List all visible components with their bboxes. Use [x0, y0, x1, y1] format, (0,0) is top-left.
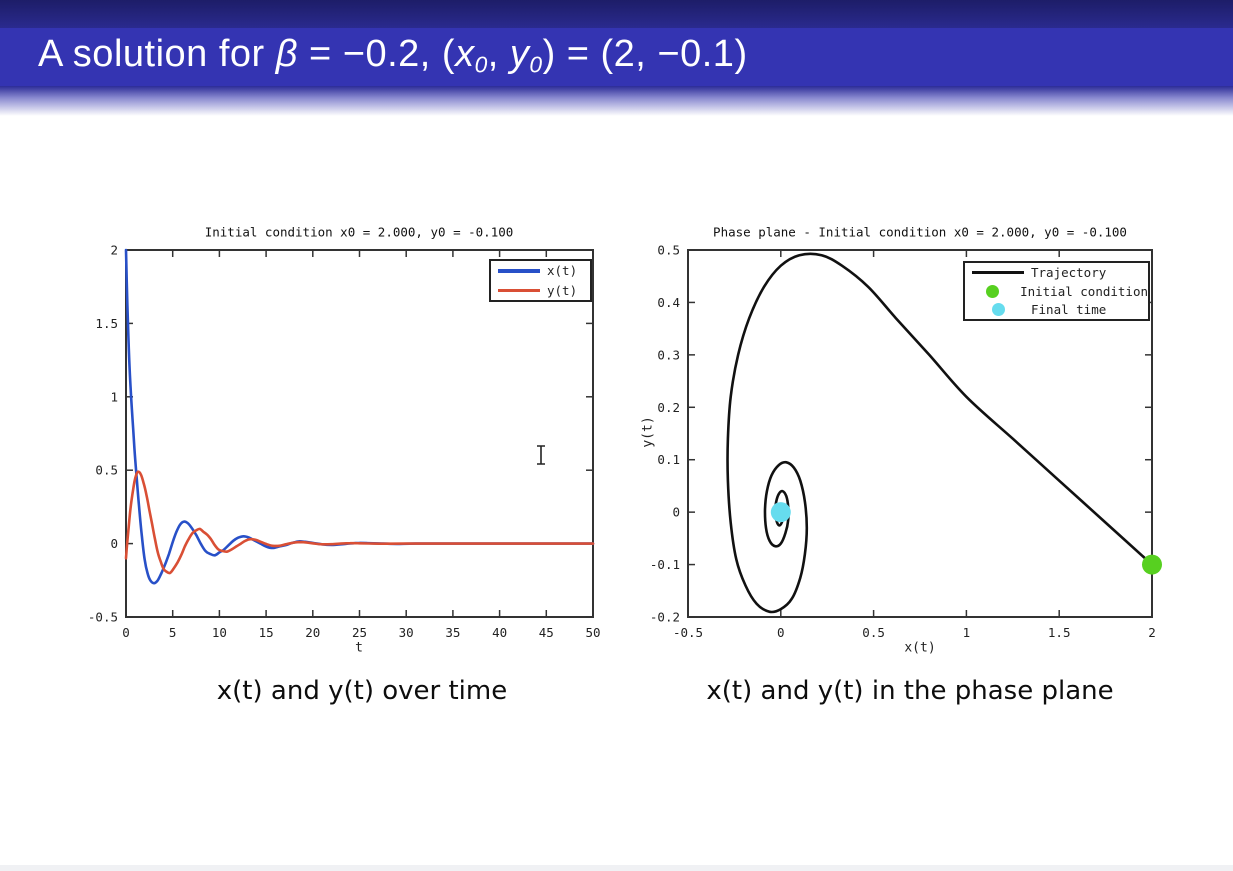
x-tick-label: 0.5: [862, 625, 885, 640]
legend-entry: Final time: [965, 300, 1148, 319]
y-tick-label: -0.2: [650, 610, 680, 625]
slide-title-part: 0: [529, 51, 543, 78]
legend-label: x(t): [547, 263, 578, 279]
x-tick-label: 15: [259, 625, 274, 640]
legend-entry: Trajectory: [965, 263, 1148, 282]
y-tick-label: 0.3: [657, 347, 680, 362]
y-tick-label: 0.5: [657, 243, 680, 258]
y-tick-label: 0.1: [657, 452, 680, 467]
marker-Final time: [770, 502, 791, 523]
slide-title-part: ) = (2, −0.1): [542, 33, 748, 75]
series-Trajectory: [726, 252, 1154, 614]
legend-dot-icon: [972, 284, 1013, 298]
y-tick-label: 0: [672, 505, 680, 520]
x-tick-label: 0: [777, 625, 785, 640]
right-figure-caption: x(t) and y(t) in the phase plane: [706, 676, 1114, 706]
left-plot-legend: x(t) y(t): [489, 259, 592, 302]
legend-label: y(t): [547, 282, 578, 298]
slide-header: [0, 0, 1233, 116]
y-tick-label: 0.2: [657, 400, 680, 415]
left-figure-caption: x(t) and y(t) over time: [216, 676, 508, 706]
bottom-divider: [0, 865, 1233, 871]
x-tick-label: 50: [585, 625, 600, 640]
x-tick-label: 10: [212, 625, 227, 640]
y-tick-label: 2: [110, 243, 118, 258]
x-tick-label: 30: [399, 625, 414, 640]
slide-title-part: y: [509, 33, 530, 75]
x-tick-label: -0.5: [673, 625, 703, 640]
y-tick-label: 0.4: [657, 295, 680, 310]
legend-line-icon: [498, 288, 540, 292]
y-tick-label: -0.5: [88, 610, 118, 625]
plot-box-0: [125, 249, 594, 618]
series-y(t): [124, 470, 595, 575]
slide-title-part: = −0.2, (: [297, 33, 456, 75]
x-tick-label: 35: [445, 625, 460, 640]
legend-dot-icon: [972, 303, 1024, 317]
legend-entry: Initial condition: [965, 282, 1148, 301]
header-top-band: [0, 0, 1233, 28]
legend-line-icon: [498, 269, 540, 273]
x-tick-label: 25: [352, 625, 367, 640]
y-tick-label: 1.5: [95, 316, 118, 331]
slide-title-part: ,: [487, 33, 510, 75]
slide-title-part: β: [275, 33, 298, 75]
right-plot-legend: Trajectory Initial condition Final time: [963, 261, 1150, 321]
legend-line-icon: [972, 270, 1024, 275]
slide-title-part: x: [455, 33, 475, 75]
legend-entry: x(t): [491, 261, 590, 281]
x-tick-label: 0: [122, 625, 130, 640]
y-tick-label: -0.1: [650, 557, 680, 572]
legend-label: Initial condition: [1020, 283, 1148, 299]
y-tick-label: 0: [110, 536, 118, 551]
x-tick-label: 2: [1148, 625, 1156, 640]
header-main-band: [0, 28, 1233, 86]
x-tick-label: 1: [963, 625, 971, 640]
x-tick-label: 20: [305, 625, 320, 640]
legend-entry: y(t): [491, 281, 590, 301]
legend-label: Final time: [1031, 302, 1107, 318]
y-tick-label: 0.5: [95, 463, 118, 478]
right-plot-title: Phase plane - Initial condition x0 = 2.0…: [713, 224, 1127, 240]
left-plot-title: Initial condition x0 = 2.000, y0 = -0.10…: [204, 224, 514, 240]
marker-Initial condition: [1142, 554, 1162, 575]
x-tick-label: 40: [492, 625, 507, 640]
slide-title-part: 0: [474, 51, 488, 78]
text-cursor-i-beam: [537, 445, 545, 465]
right-plot-xlabel: x(t): [904, 640, 936, 656]
x-tick-label: 1.5: [1048, 625, 1071, 640]
left-plot-xlabel: t: [355, 640, 363, 656]
x-tick-label: 5: [169, 625, 177, 640]
slide-title-part: A solution for: [38, 33, 276, 75]
header-fade-band: [0, 86, 1233, 116]
x-tick-label: 45: [539, 625, 554, 640]
y-tick-label: 1: [110, 389, 118, 404]
legend-label: Trajectory: [1031, 264, 1107, 280]
slide-title: A solution for β = −0.2, (x0, y0) = (2, …: [38, 33, 748, 78]
